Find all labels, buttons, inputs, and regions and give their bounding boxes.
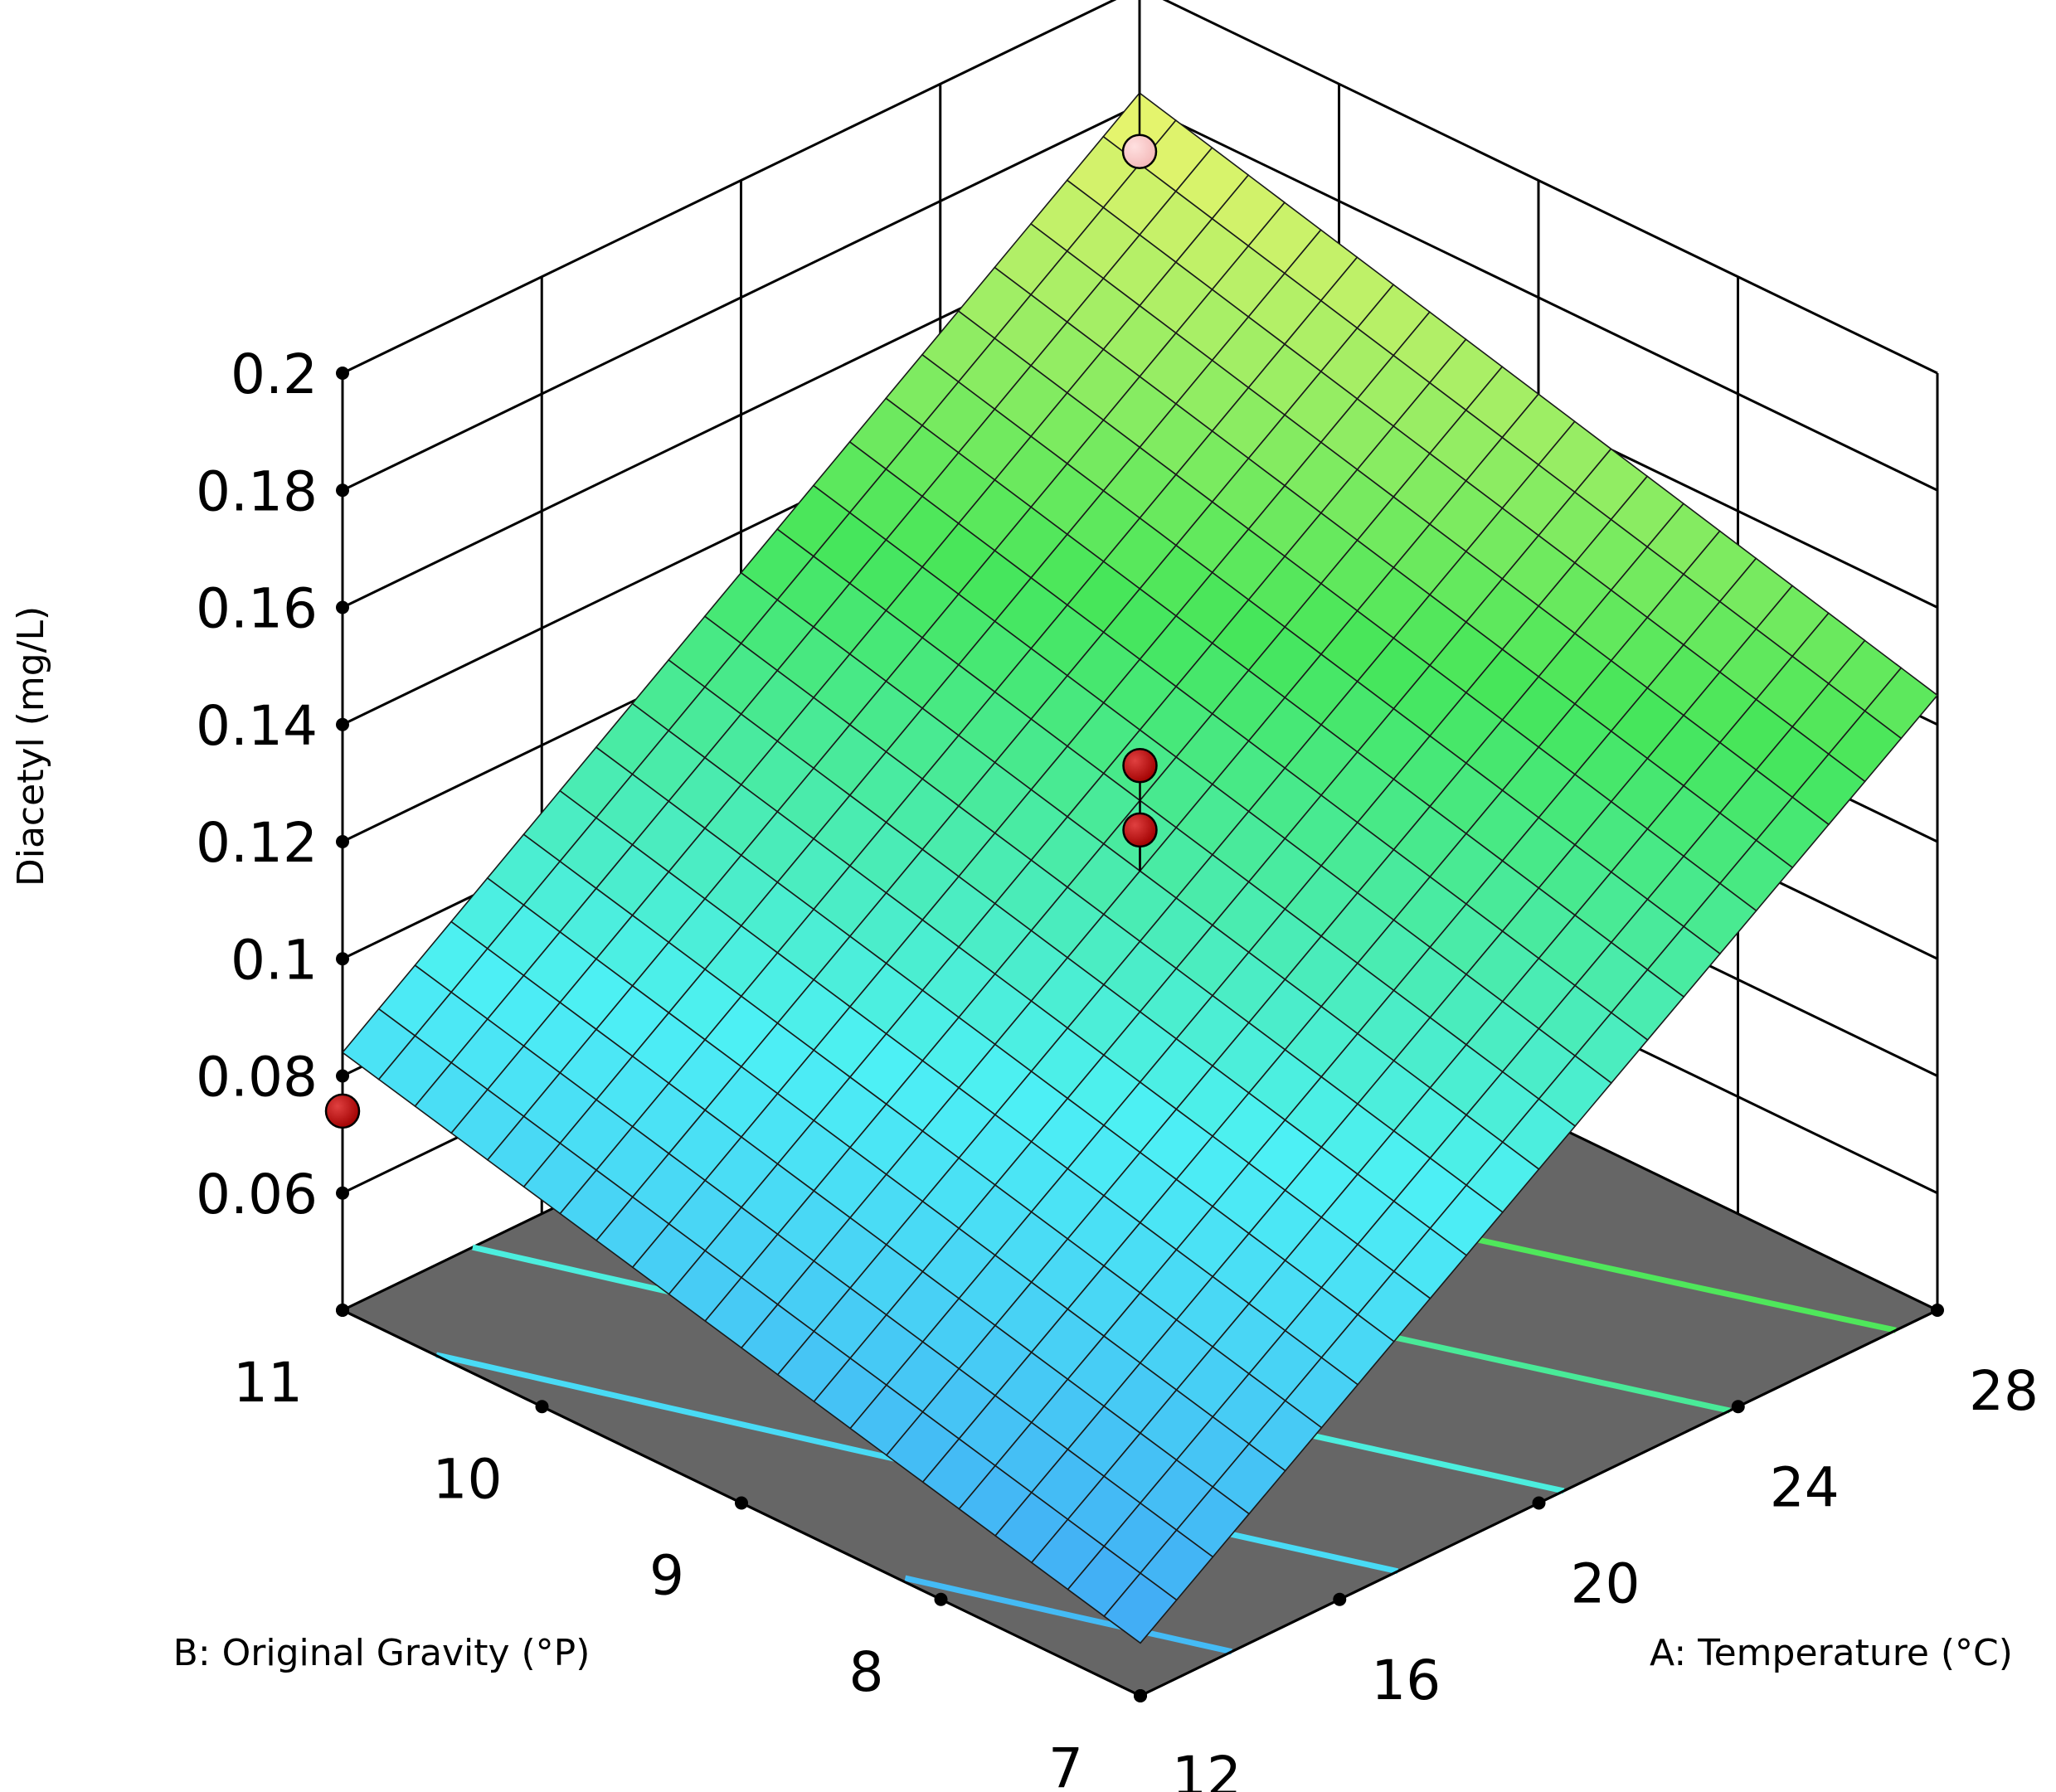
- left-wall-horizontal-line: [342, 103, 1140, 492]
- right-wall-horizontal-line: [1162, 0, 1938, 375]
- x-tick-dot: [1532, 1496, 1546, 1510]
- x-tick-label: 28: [1969, 1359, 2039, 1423]
- x-tick-label: 16: [1371, 1649, 1441, 1712]
- y-tick-dot: [1134, 1689, 1147, 1702]
- z-tick-dot: [336, 483, 349, 498]
- design-points: [324, 93, 1158, 1129]
- y-tick-label: 10: [433, 1447, 503, 1511]
- z-tick-dot: [336, 952, 349, 966]
- y-tick-dot: [934, 1592, 948, 1606]
- z-tick-label: 0.1: [231, 928, 318, 992]
- x-tick-dot: [1731, 1400, 1745, 1414]
- z-tick-dot: [336, 1186, 349, 1200]
- y-tick-dot: [336, 1304, 349, 1317]
- y-tick-dot: [735, 1496, 748, 1510]
- y-tick-label: 11: [233, 1351, 303, 1415]
- right-wall-horizontal-line: [1139, 103, 1938, 492]
- contour-line: [904, 1575, 1232, 1655]
- x-tick-label: 24: [1770, 1455, 1840, 1519]
- y-tick-label: 9: [649, 1544, 684, 1608]
- y-tick-dot: [535, 1400, 549, 1414]
- left-wall-horizontal-line: [342, 0, 1117, 375]
- design-point: [324, 1093, 361, 1129]
- y-axis-title: B: Original Gravity (°P): [173, 1632, 591, 1674]
- x-tick-label: 12: [1172, 1745, 1242, 1792]
- design-point: [1122, 812, 1158, 848]
- axes: [336, 367, 1944, 1702]
- z-tick-label: 0.16: [196, 577, 318, 641]
- z-tick-label: 0.2: [231, 342, 318, 406]
- z-tick-dot: [336, 600, 349, 614]
- surface-cell: [1103, 1571, 1178, 1644]
- z-tick-label: 0.14: [196, 694, 318, 758]
- z-tick-dot: [336, 367, 349, 380]
- z-tick-label: 0.18: [196, 459, 318, 523]
- y-tick-label: 7: [1048, 1736, 1083, 1792]
- z-tick-dot: [336, 717, 349, 731]
- x-tick-dot: [1333, 1592, 1347, 1606]
- z-tick-label: 0.06: [196, 1163, 318, 1226]
- x-tick-label: 20: [1571, 1552, 1640, 1616]
- y-tick-label: 8: [849, 1640, 884, 1704]
- design-point: [1121, 134, 1158, 169]
- z-tick-dot: [336, 835, 349, 848]
- x-tick-dot: [1931, 1304, 1944, 1317]
- z-tick-label: 0.12: [196, 811, 318, 875]
- response-surface: [341, 92, 1939, 1644]
- x-axis-title: A: Temperature (°C): [1650, 1632, 2013, 1674]
- z-tick-label: 0.08: [196, 1046, 318, 1110]
- tick-labels: 0.06 0.08 0.1 0.12 0.14 0.16 0.18 0.2 12 16 20 24 28…: [196, 342, 2039, 1792]
- z-axis-title: Diacetyl (mg/L): [10, 606, 52, 886]
- design-point: [1122, 747, 1158, 784]
